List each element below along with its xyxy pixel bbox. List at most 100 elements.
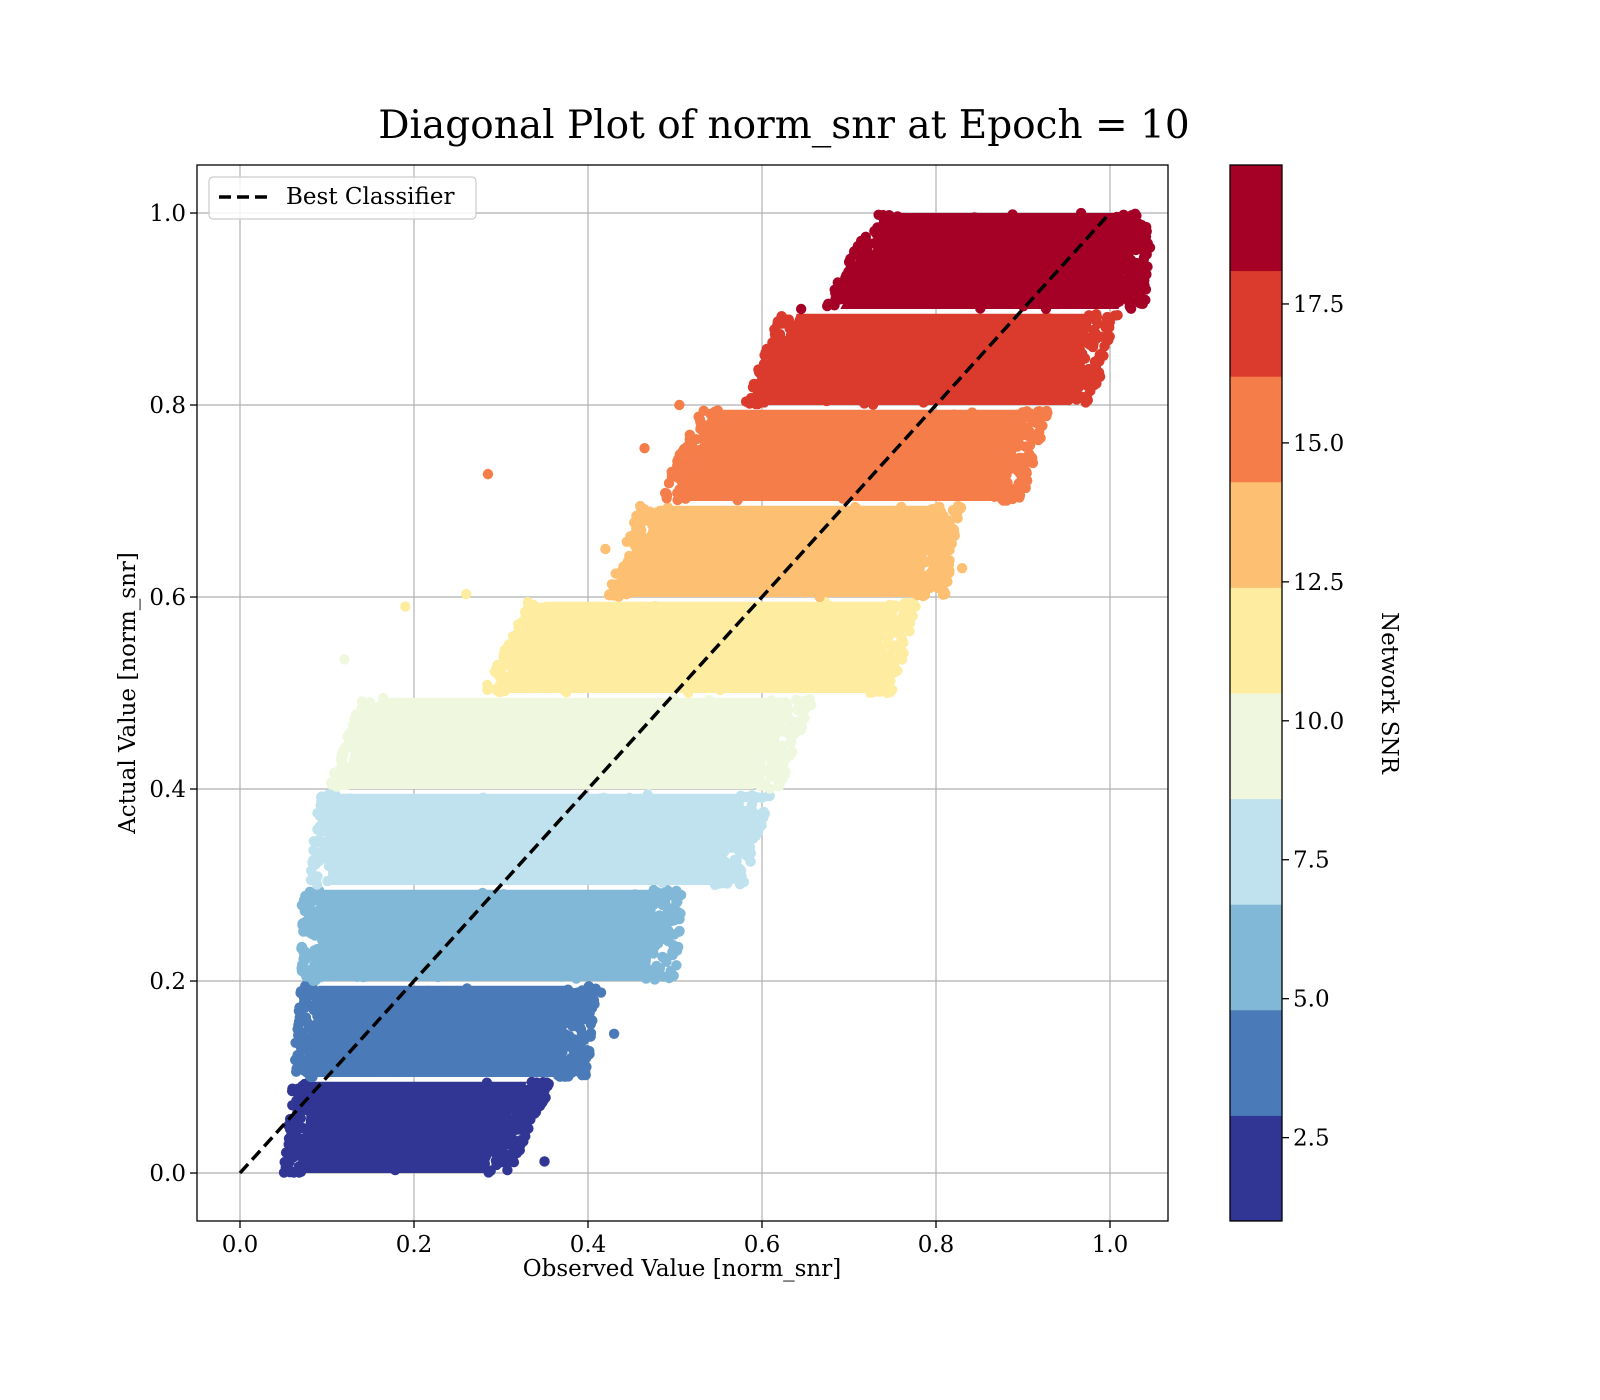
scatter-point	[574, 634, 585, 645]
scatter-point	[1040, 312, 1051, 323]
scatter-point	[535, 910, 546, 921]
x-tick-label: 0.2	[396, 1232, 433, 1258]
scatter-point	[941, 545, 953, 556]
scatter-point	[544, 944, 555, 955]
scatter-point	[666, 765, 678, 776]
scatter-point	[929, 380, 940, 391]
scatter-point	[571, 757, 582, 769]
scatter-point	[581, 997, 592, 1009]
scatter-point	[337, 1043, 348, 1055]
colorbar-label: Network SNR	[1376, 612, 1402, 775]
scatter-point	[703, 695, 715, 706]
scatter-point	[1083, 363, 1094, 375]
scatter-point	[661, 956, 672, 967]
scatter-point	[816, 619, 827, 631]
scatter-point	[426, 1044, 438, 1056]
scatter-point	[719, 815, 730, 827]
scatter-point	[323, 860, 335, 872]
scatter-point	[815, 462, 826, 473]
scatter-point	[658, 887, 670, 899]
scatter-point	[1091, 378, 1102, 389]
scatter-point	[342, 1135, 354, 1146]
scatter-point	[885, 623, 896, 635]
band-core	[501, 601, 893, 693]
scatter-point	[766, 731, 778, 743]
scatter-point	[636, 546, 647, 558]
scatter-point	[451, 998, 462, 1009]
scatter-point	[930, 557, 941, 568]
scatter-point	[687, 442, 699, 454]
scatter-point	[771, 443, 783, 454]
scatter-point	[465, 961, 476, 972]
scatter-point	[547, 917, 558, 928]
scatter-point	[665, 662, 676, 673]
scatter-point	[917, 328, 929, 340]
scatter-point	[481, 1077, 493, 1088]
scatter-point	[370, 800, 381, 812]
scatter-point	[568, 987, 579, 999]
scatter-point	[601, 671, 612, 682]
scatter-point	[650, 507, 662, 519]
scatter-point	[1079, 353, 1091, 364]
scatter-point	[316, 959, 327, 970]
scatter-point	[477, 887, 488, 899]
scatter-point	[678, 573, 689, 584]
scatter-point	[1136, 298, 1147, 309]
scatter-point	[510, 664, 521, 676]
band-core	[762, 313, 1093, 405]
scatter-point	[427, 1130, 439, 1141]
colorbar-tick-label: 2.5	[1293, 1126, 1330, 1152]
scatter-point	[394, 1020, 406, 1031]
scatter-point	[316, 826, 327, 837]
scatter-point	[405, 697, 416, 709]
scatter-point	[946, 290, 957, 301]
scatter-point	[430, 908, 441, 919]
scatter-point	[448, 1138, 460, 1149]
y-tick-label: 0.0	[149, 1161, 186, 1187]
scatter-point	[672, 456, 683, 467]
scatter-point	[642, 789, 653, 800]
scatter-point	[1086, 217, 1098, 228]
scatter-point	[779, 335, 790, 347]
scatter-point	[453, 745, 464, 756]
scatter-point	[933, 514, 944, 525]
scatter-point	[778, 425, 789, 436]
scatter-point	[779, 697, 790, 708]
scatter-point	[759, 350, 770, 361]
scatter-point	[351, 1147, 363, 1159]
scatter-point	[917, 488, 928, 499]
scatter-point	[626, 820, 637, 831]
scatter-point	[390, 807, 402, 818]
scatter-point	[626, 560, 637, 572]
scatter-point	[756, 375, 768, 386]
scatter-point	[700, 636, 711, 647]
scatter-point	[730, 420, 742, 432]
scatter-point	[697, 801, 709, 812]
scatter-point	[1012, 253, 1023, 264]
scatter-point	[840, 577, 851, 588]
scatter-point	[313, 1129, 325, 1141]
scatter-point	[724, 799, 736, 811]
scatter-point	[377, 900, 388, 911]
scatter-point	[585, 1027, 597, 1039]
scatter-point	[505, 772, 517, 784]
scatter-point	[661, 493, 672, 504]
scatter-point	[544, 934, 555, 945]
scatter-point	[507, 1155, 519, 1166]
scatter-point	[370, 742, 381, 753]
scatter-point	[766, 608, 777, 620]
scatter-point	[580, 1052, 592, 1064]
scatter-point	[1003, 464, 1015, 475]
scatter-point	[608, 1028, 620, 1040]
scatter-point	[325, 1038, 336, 1049]
scatter-point	[967, 407, 978, 418]
scatter-point	[793, 585, 804, 596]
scatter-points	[278, 207, 1156, 1178]
scatter-point	[823, 298, 834, 309]
scatter-point	[344, 1082, 355, 1093]
scatter-point	[745, 707, 756, 718]
scatter-point	[1021, 265, 1032, 277]
scatter-point	[314, 904, 325, 915]
scatter-point	[579, 775, 590, 786]
scatter-point	[567, 1015, 579, 1026]
